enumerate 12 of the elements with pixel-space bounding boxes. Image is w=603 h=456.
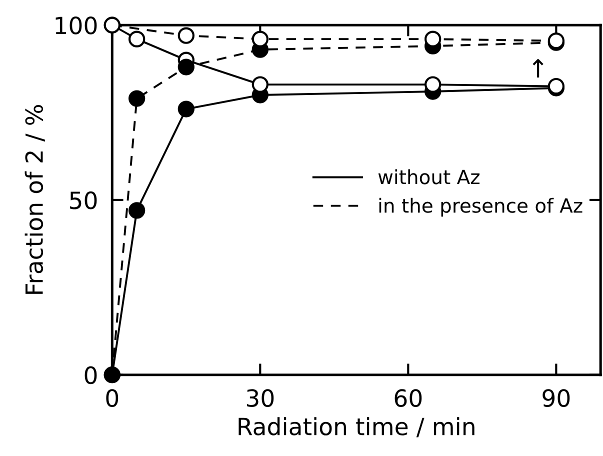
x-tick-label: 60 [394, 389, 422, 407]
x-tick-label: 0 [106, 389, 118, 407]
y-tick-label: 100 [56, 16, 97, 34]
annotation: ↑ [532, 59, 544, 78]
x-tick-label: 30 [246, 389, 274, 407]
y-tick-label: 50 [70, 191, 97, 210]
x-tick-label: 90 [542, 389, 570, 407]
legend-label: in the presence of Az [379, 198, 582, 217]
y-tick-label: 0 [84, 366, 97, 384]
legend-label: without Az [378, 169, 480, 184]
y-axis-title: Fraction of 2 / % [24, 105, 45, 294]
x-axis-title: Radiation time / min [238, 417, 474, 438]
